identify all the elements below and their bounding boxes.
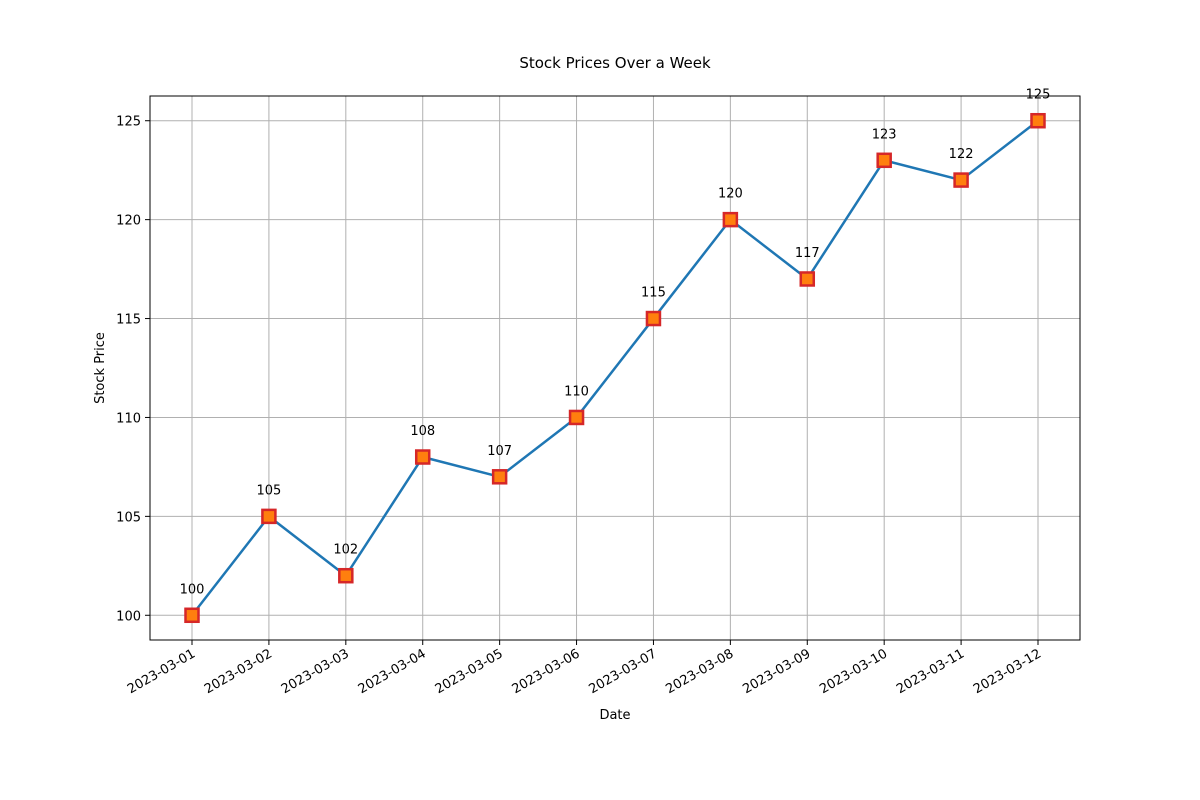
y-axis-ticks: 100 105 110 115 120 125	[116, 115, 150, 624]
data-label: 120	[718, 187, 743, 202]
data-label: 100	[180, 582, 205, 597]
x-axis-label: Date	[599, 708, 630, 723]
data-point-marker	[722, 211, 739, 228]
data-labels: 100 105 102 108 107 110 115 120 117 123 122 125	[180, 88, 1051, 598]
data-label: 122	[949, 147, 974, 162]
y-tick-label: 115	[116, 313, 141, 328]
data-label: 102	[333, 543, 358, 558]
data-label: 115	[641, 286, 666, 301]
y-tick-label: 105	[116, 510, 141, 525]
y-tick-label: 100	[116, 609, 141, 624]
data-point-marker	[645, 310, 662, 327]
y-tick-label: 120	[116, 214, 141, 229]
data-point-marker	[953, 172, 969, 188]
data-point-marker	[338, 567, 354, 584]
data-point-marker	[799, 271, 816, 287]
data-label: 108	[410, 424, 435, 439]
data-point-marker	[876, 152, 892, 169]
y-axis-label: Stock Price	[93, 332, 108, 404]
series-line	[191, 119, 1039, 617]
data-label: 117	[795, 246, 820, 261]
data-label: 125	[1026, 88, 1051, 103]
grid-lines	[150, 96, 1080, 640]
data-point-marker	[184, 607, 200, 624]
data-label: 107	[487, 444, 512, 459]
data-point-marker	[261, 508, 277, 525]
data-point-marker	[568, 409, 585, 426]
data-point-marker	[1030, 112, 1046, 129]
data-point-marker	[491, 469, 508, 485]
chart-title: Stock Prices Over a Week	[519, 54, 711, 72]
data-point-marker	[414, 449, 431, 465]
data-label: 105	[256, 483, 281, 498]
series-layer	[184, 112, 1046, 624]
plot-area-frame	[149, 95, 1081, 641]
data-label: 110	[564, 384, 589, 399]
y-tick-label: 125	[116, 115, 141, 130]
data-label: 123	[872, 127, 897, 142]
y-tick-label: 110	[116, 411, 141, 426]
